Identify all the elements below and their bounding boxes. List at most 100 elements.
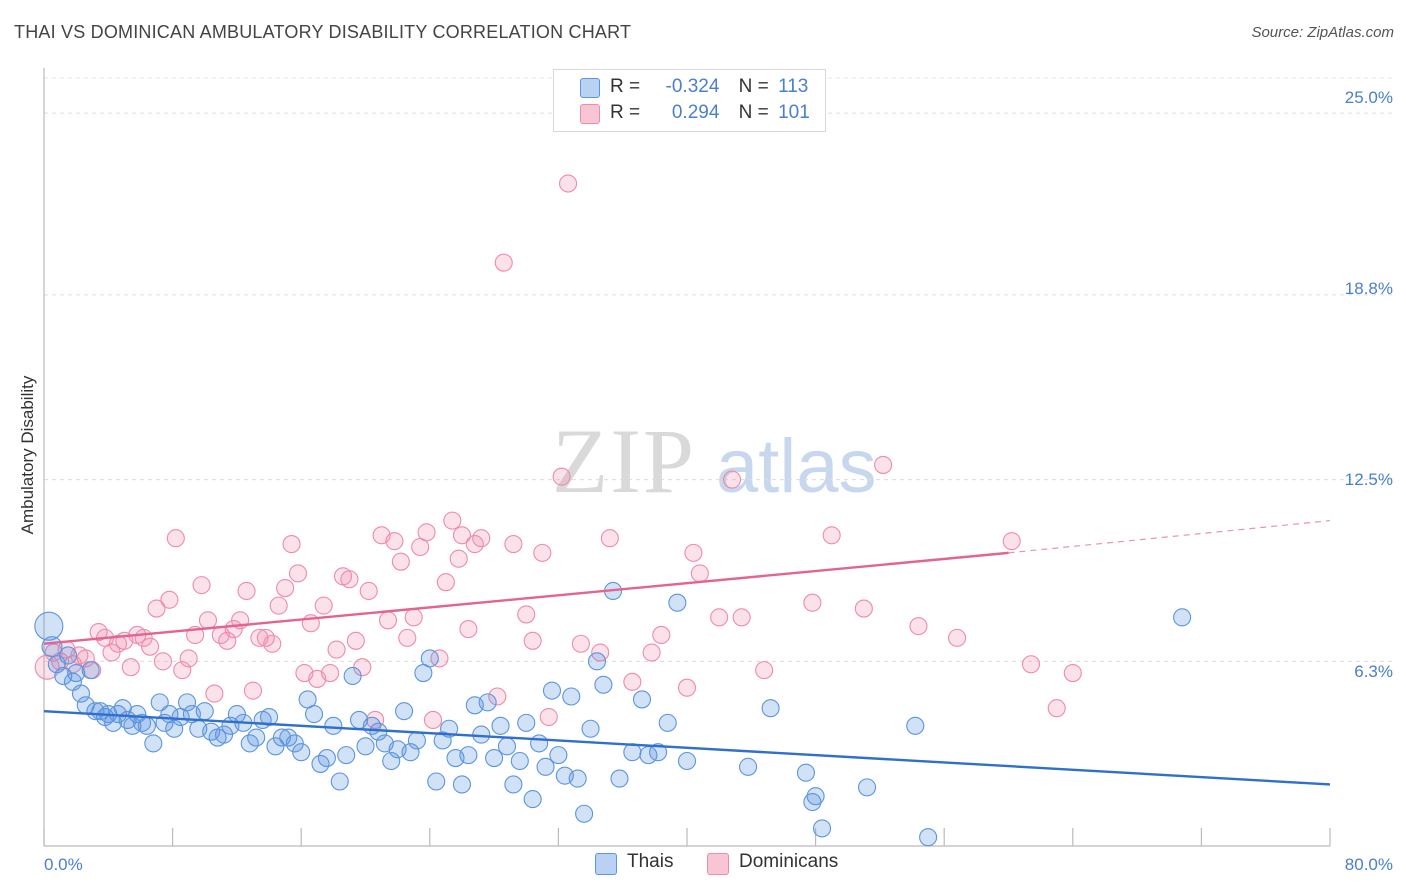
dominican-point <box>552 467 571 486</box>
dominican-point <box>504 535 523 554</box>
thai-point <box>796 763 816 782</box>
dominican-point <box>404 608 423 627</box>
thai-point <box>497 737 517 756</box>
thai-point <box>510 751 529 771</box>
dominican-point <box>1002 532 1021 551</box>
dominican-point <box>539 707 558 727</box>
thai-point <box>343 666 362 686</box>
thai-point <box>761 699 780 718</box>
thai-point <box>407 731 426 750</box>
thai-point <box>330 772 349 791</box>
thai-point <box>536 757 555 776</box>
dominican-point <box>571 634 590 653</box>
series-label-thais: Thais <box>627 851 674 872</box>
dominican-point <box>276 578 295 598</box>
thai-point <box>165 719 184 738</box>
chart-title: THAI VS DOMINICAN AMBULATORY DISABILITY … <box>14 22 632 42</box>
thai-point <box>133 713 152 732</box>
thai-point <box>34 611 64 641</box>
dominican-point <box>417 523 436 542</box>
thai-point <box>806 787 825 806</box>
tick-labels: 0.0% 80.0% 6.3% 12.5% 18.8% 25.0% <box>44 88 1393 874</box>
thai-point <box>382 751 401 771</box>
thai-point <box>739 757 758 776</box>
dominican-point <box>523 631 542 650</box>
dominican-point <box>558 174 578 193</box>
thai-point <box>623 743 642 762</box>
dominican-point <box>288 564 308 583</box>
legend-thais-n-label: N = <box>738 76 769 97</box>
thai-point <box>857 778 877 797</box>
watermark-zip: ZIP <box>552 410 696 512</box>
dominican-point <box>755 661 774 680</box>
dominican-point <box>449 549 468 568</box>
x-tick-label-max: 80.0% <box>1345 855 1393 874</box>
series-label-dominicans: Dominicans <box>739 851 839 872</box>
dominican-point <box>391 552 410 571</box>
thai-point <box>178 693 197 712</box>
watermark-atlas: atlas <box>716 424 877 509</box>
thai-point <box>581 719 600 738</box>
legend-swatch-thais <box>580 78 600 98</box>
dominican-point <box>822 526 841 545</box>
dominican-point <box>282 535 301 554</box>
dominican-point <box>237 581 256 601</box>
thai-point <box>144 734 163 753</box>
dominican-point <box>909 617 928 636</box>
y-tick-label-6-3: 6.3% <box>1354 662 1393 681</box>
dominican-point <box>690 564 709 583</box>
thai-point <box>649 743 668 762</box>
thai-point <box>395 702 414 721</box>
dominican-point <box>147 599 166 618</box>
thai-point <box>587 652 607 671</box>
thais-points <box>34 581 1192 847</box>
thai-point <box>305 705 324 724</box>
dominican-point <box>166 529 185 548</box>
thai-point <box>530 734 549 753</box>
dominican-point <box>459 620 478 639</box>
thai-point <box>427 772 446 791</box>
thai-point <box>401 743 420 762</box>
dominican-point <box>494 253 513 272</box>
thai-point <box>658 713 677 732</box>
dominican-point <box>517 605 536 624</box>
legend-swatch-dominicans <box>580 104 600 124</box>
source-label: Source: ZipAtlas.com <box>1251 24 1394 41</box>
series-swatch-thais <box>595 853 617 875</box>
thai-point <box>324 716 343 735</box>
dominican-point <box>346 631 365 650</box>
dominican-point <box>76 649 95 668</box>
trend-lines <box>43 520 1331 786</box>
dominican-point <box>1047 699 1066 718</box>
dominican-point <box>436 573 455 592</box>
thai-point <box>41 636 63 658</box>
dominican-point <box>359 581 378 601</box>
dominican-point <box>398 628 417 647</box>
axes <box>43 68 1331 847</box>
thai-point <box>81 661 100 680</box>
thai-point <box>668 593 687 612</box>
thai-point <box>195 702 214 721</box>
thai-point <box>919 828 938 847</box>
dominican-point <box>710 608 729 627</box>
dominican-point <box>366 710 385 730</box>
legend-thais-n-value: 113 <box>778 76 809 97</box>
thai-point <box>247 728 266 747</box>
thai-point <box>568 769 587 788</box>
dominican-point <box>263 634 282 653</box>
thai-point <box>812 819 832 838</box>
dominican-point <box>722 470 742 489</box>
thai-point <box>610 769 629 788</box>
thai-point <box>71 684 91 703</box>
thai-point <box>259 707 279 727</box>
dominican-point <box>141 637 160 656</box>
thai-point <box>562 687 581 706</box>
dominican-point <box>803 593 822 612</box>
dominicans-trend-extension <box>1008 520 1331 554</box>
dominican-point <box>452 526 472 545</box>
dominican-point <box>198 611 218 630</box>
y-tick-label-12-5: 12.5% <box>1345 470 1393 489</box>
dominican-point <box>340 570 359 589</box>
legend-dominicans-r-value: 0.294 <box>671 102 720 123</box>
thai-point <box>433 731 452 750</box>
